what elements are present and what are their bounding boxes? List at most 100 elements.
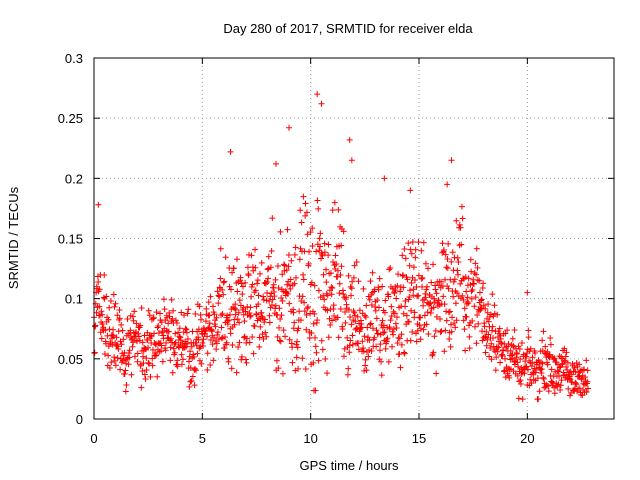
data-point xyxy=(324,370,331,377)
data-point xyxy=(380,322,387,329)
data-point xyxy=(480,280,487,287)
data-point xyxy=(318,100,325,107)
data-point xyxy=(561,345,568,352)
data-point xyxy=(315,205,322,212)
data-point xyxy=(480,302,487,309)
data-point xyxy=(473,271,480,278)
data-point xyxy=(453,317,460,324)
data-point xyxy=(328,317,335,324)
data-point xyxy=(305,260,312,267)
data-point xyxy=(316,235,323,242)
data-point xyxy=(171,349,178,356)
data-point xyxy=(291,280,298,287)
data-point xyxy=(458,241,465,248)
data-point xyxy=(264,278,271,285)
data-point xyxy=(191,365,198,372)
data-point xyxy=(431,299,438,306)
data-point xyxy=(300,193,307,200)
data-point xyxy=(321,249,328,256)
x-tick-label: 15 xyxy=(412,431,426,446)
data-point xyxy=(154,324,161,331)
data-point xyxy=(105,352,112,359)
data-point xyxy=(548,366,555,373)
x-tick-label: 0 xyxy=(90,431,97,446)
data-point xyxy=(206,312,213,319)
data-point xyxy=(355,278,362,285)
data-point xyxy=(169,369,176,376)
data-point xyxy=(333,261,340,268)
data-point xyxy=(226,283,233,290)
data-point xyxy=(302,200,309,207)
data-point xyxy=(259,313,266,320)
data-point xyxy=(258,259,265,266)
data-point xyxy=(235,343,242,350)
data-point xyxy=(235,309,242,316)
data-point xyxy=(375,286,382,293)
data-point xyxy=(452,300,459,307)
data-point xyxy=(293,354,300,361)
data-point xyxy=(141,371,148,378)
data-point xyxy=(483,342,490,349)
data-point xyxy=(221,278,228,285)
data-point xyxy=(266,319,273,326)
data-point xyxy=(281,262,288,269)
data-point xyxy=(213,340,220,347)
data-point xyxy=(492,367,499,374)
data-point xyxy=(147,332,154,339)
data-point xyxy=(289,359,296,366)
data-point xyxy=(299,355,306,362)
data-point xyxy=(427,300,434,307)
data-point xyxy=(420,239,427,246)
data-point xyxy=(392,320,399,327)
data-point xyxy=(540,328,547,335)
data-point xyxy=(102,327,109,334)
data-point xyxy=(114,312,121,319)
data-point xyxy=(178,361,185,368)
data-point xyxy=(515,343,522,350)
data-point xyxy=(177,334,184,341)
data-point xyxy=(361,312,368,319)
data-point xyxy=(203,305,210,312)
data-point xyxy=(394,282,401,289)
data-point xyxy=(253,311,260,318)
data-point xyxy=(509,335,516,342)
data-point xyxy=(365,334,372,341)
data-point xyxy=(439,240,446,247)
data-point xyxy=(481,333,488,340)
data-point xyxy=(158,342,165,349)
data-point xyxy=(114,354,121,361)
data-point xyxy=(285,252,292,259)
data-point xyxy=(547,341,554,348)
data-point xyxy=(485,318,492,325)
data-point xyxy=(214,329,221,336)
data-point xyxy=(146,360,153,367)
data-point xyxy=(554,367,561,374)
data-point xyxy=(369,325,376,332)
data-point xyxy=(274,333,281,340)
data-point xyxy=(254,277,261,284)
data-point xyxy=(207,293,214,300)
chart-title: Day 280 of 2017, SRMTID for receiver eld… xyxy=(223,21,473,36)
data-point xyxy=(161,306,168,313)
data-point xyxy=(563,363,570,370)
data-point xyxy=(277,338,284,345)
data-point xyxy=(176,333,183,340)
data-point xyxy=(423,283,430,290)
data-point xyxy=(247,312,254,319)
data-point xyxy=(157,310,164,317)
data-point xyxy=(228,365,235,372)
data-point xyxy=(519,396,526,403)
data-point xyxy=(252,287,259,294)
data-point xyxy=(476,289,483,296)
data-point xyxy=(186,383,193,390)
data-point xyxy=(378,358,385,365)
data-point xyxy=(342,319,349,326)
data-point xyxy=(314,317,321,324)
data-point xyxy=(562,358,569,365)
data-point xyxy=(95,201,102,208)
data-point xyxy=(515,363,522,370)
data-point xyxy=(113,334,120,341)
data-point xyxy=(373,315,380,322)
data-point xyxy=(291,319,298,326)
data-point xyxy=(133,320,140,327)
